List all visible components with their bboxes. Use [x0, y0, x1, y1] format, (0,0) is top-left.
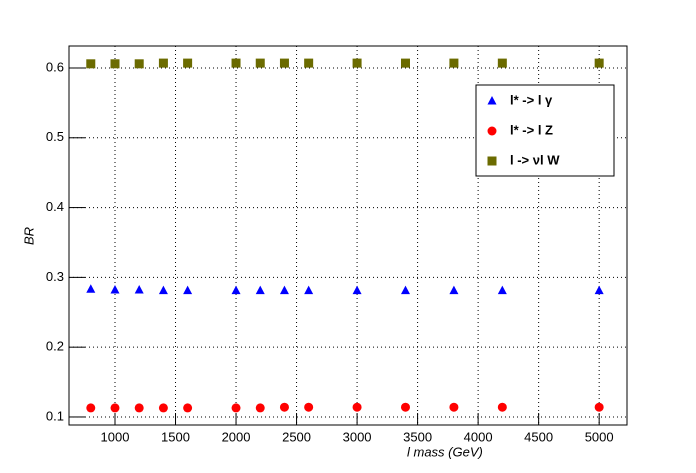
marker: [86, 59, 96, 69]
marker: [497, 402, 507, 412]
marker: [231, 58, 241, 68]
marker: [134, 284, 144, 294]
marker: [158, 58, 168, 68]
y-tick-label: 0.6: [46, 59, 64, 74]
marker: [304, 58, 314, 68]
legend-label: l* -> l γ: [510, 92, 553, 107]
x-tick-label: 1500: [161, 429, 190, 444]
x-tick-label: 4500: [524, 429, 553, 444]
marker: [497, 285, 507, 295]
y-axis-label: BR: [21, 227, 36, 245]
legend-label: l* -> l Z: [510, 122, 553, 137]
marker: [594, 402, 604, 412]
marker: [134, 59, 144, 69]
x-axis-label: l mass (GeV): [407, 444, 483, 459]
marker: [158, 403, 168, 413]
marker: [279, 58, 289, 68]
marker: [158, 285, 168, 295]
marker: [352, 285, 362, 295]
marker: [487, 96, 497, 105]
marker: [279, 402, 289, 412]
legend-box: [475, 84, 615, 177]
x-tick-label: 3000: [343, 429, 372, 444]
marker: [110, 403, 120, 413]
x-tick-label: 3500: [403, 429, 432, 444]
marker: [255, 285, 265, 295]
marker: [183, 285, 193, 295]
x-tick-label: 4000: [464, 429, 493, 444]
marker: [352, 402, 362, 412]
plot-frame: [68, 45, 628, 426]
marker: [134, 403, 144, 413]
marker: [231, 403, 241, 413]
y-tick-label: 0.5: [46, 129, 64, 144]
marker: [449, 58, 459, 68]
marker: [487, 156, 497, 166]
x-tick-label: 1000: [101, 429, 130, 444]
y-tick-label: 0.3: [46, 269, 64, 284]
marker: [487, 126, 497, 136]
x-tick-label: 5000: [585, 429, 614, 444]
marker: [497, 58, 507, 68]
marker: [304, 285, 314, 295]
marker: [279, 285, 289, 295]
x-tick-label: 2500: [282, 429, 311, 444]
y-tick-label: 0.4: [46, 199, 64, 214]
marker: [255, 403, 265, 413]
marker: [304, 402, 314, 412]
marker: [400, 285, 410, 295]
marker: [400, 58, 410, 68]
marker: [183, 58, 193, 68]
marker: [110, 284, 120, 294]
marker: [183, 403, 193, 413]
legend-label: l -> νl W: [510, 152, 560, 167]
marker: [255, 58, 265, 68]
marker: [110, 59, 120, 69]
marker: [86, 284, 96, 293]
marker: [449, 402, 459, 412]
marker: [231, 285, 241, 295]
marker: [86, 403, 96, 413]
x-tick-label: 2000: [222, 429, 251, 444]
marker: [400, 402, 410, 412]
marker: [594, 285, 604, 295]
y-tick-label: 0.2: [46, 339, 64, 354]
marker: [449, 285, 459, 295]
y-tick-label: 0.1: [46, 408, 64, 423]
marker: [352, 58, 362, 68]
marker: [594, 58, 604, 68]
